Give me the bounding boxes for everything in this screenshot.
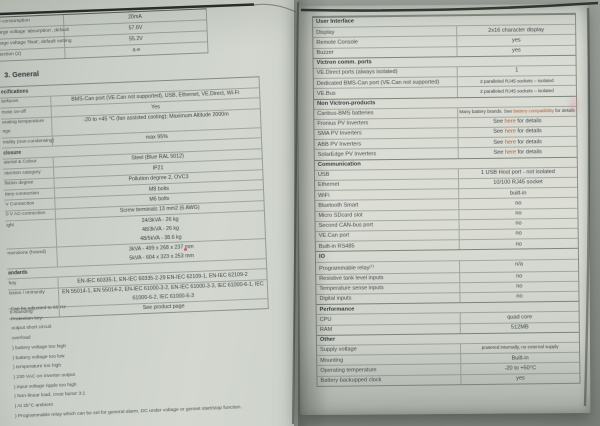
row-value: Built-in (460, 352, 580, 364)
row-value: -20 to +50°C (460, 363, 580, 374)
row-value: built-in (458, 187, 578, 199)
row-label: Supply voltage (320, 346, 357, 354)
row-value-text: See (493, 129, 505, 136)
row-label: RAM (319, 326, 333, 333)
row-label: Buzzer (316, 49, 334, 56)
row-value: See here for details (457, 116, 577, 128)
row-label: Micro SDcard slot (318, 212, 363, 219)
row-label: Dedicated BMS-Can port (VE.Can not suppo… (316, 78, 440, 87)
hyperlink-text: here (504, 139, 517, 146)
row-value: 2 paralleled RJ45 sockets – isolated (456, 86, 576, 97)
row-label: USB (317, 172, 330, 179)
general-table: ecifications terfaces BMS-Can port (VE.Can… (0, 76, 269, 320)
row-value: no (459, 281, 579, 293)
row-value-text: for details (516, 149, 542, 156)
row-label: Display (316, 29, 335, 36)
row-label: tection (2) (0, 52, 22, 59)
row-value-text: See (493, 139, 505, 146)
row-label: Digital inputs (319, 295, 352, 303)
row-label: Remote Console (316, 39, 359, 46)
row-value: no (459, 291, 579, 303)
row-value: 512MB (459, 322, 579, 334)
row-value-text: for details (515, 138, 542, 146)
row-label: VE.Can port (318, 232, 350, 240)
row-value: no (459, 271, 579, 283)
row-value: 10/100 RJ45 socket (458, 177, 578, 189)
row-value: quad core (459, 312, 579, 323)
general-section-heading: 3. General (4, 69, 40, 80)
row-value: 2x16 character display (456, 24, 576, 36)
row-label: Ethernet (318, 182, 340, 189)
hyperlink-text: here (504, 149, 517, 156)
row-value-text: for details (515, 118, 542, 125)
row-label: Bluetooth Smart (318, 202, 359, 209)
row-label: CPU (319, 316, 332, 323)
row-value: See here for details (457, 137, 577, 148)
row-label: Mounting (320, 357, 344, 364)
spec-table: User Interface Display 2x16 character disp… (312, 12, 581, 387)
row-value: See here for details (457, 147, 577, 158)
row-value: Many battery brands. See battery compati… (457, 106, 577, 118)
row-label: Programmable relay(7) (319, 264, 374, 272)
row-label: Fronius PV Inverters (317, 120, 369, 128)
row-label: ABB PV Inverters (317, 141, 362, 148)
row-value: no (458, 238, 578, 250)
row-label: SMA PV Inverters (317, 130, 362, 138)
charger-table: lf-consumption 20mA arge voltage 'absorpti… (0, 8, 209, 63)
row-value: yes (460, 373, 580, 384)
row-value: See here for details (457, 126, 577, 138)
row-label: WiFi (318, 192, 330, 199)
row-value: 1 USB Host port - not isolated (457, 167, 577, 179)
row-value-text: for details (553, 107, 576, 114)
row-value: no (458, 208, 578, 219)
row-value: no (458, 198, 578, 209)
row-label: Resistive tank level inputs (319, 275, 384, 283)
row-value: n/a (459, 259, 579, 272)
row-label: Temperature sense inputs (319, 285, 384, 293)
row-label-superscript: (7) (369, 264, 374, 269)
hyperlink-text: battery compatibility (513, 108, 554, 114)
row-label-line: mensions (hxwxd) (7, 249, 47, 257)
row-label: VE.Bus (316, 90, 336, 97)
footnotes: Can be adjusted to 60 Hz Protection key: o… (10, 296, 254, 422)
row-label-line: ission / Immunity (8, 290, 45, 297)
row-label: Second CAN-bus port (318, 222, 374, 230)
right-page-content: User Interface Display 2x16 character disp… (312, 12, 581, 387)
row-label: erating temperature nge (1, 117, 52, 137)
row-label: Built-in RS485 (318, 243, 355, 250)
row-label-line: ight (6, 222, 15, 229)
row-label: ight (5, 220, 56, 249)
row-value: yes (456, 35, 576, 46)
left-page (0, 0, 298, 426)
row-label: Canbus-BMS batteries (317, 110, 374, 118)
row-value-text: Many battery brands. See (459, 108, 514, 115)
red-pen-mark (184, 248, 187, 251)
row-value: powered internally, no external supply (460, 342, 580, 354)
row-value-text: See (493, 118, 505, 126)
row-label: SolarEdge PV Inverters (317, 151, 377, 158)
row-value: 1 (456, 65, 576, 77)
hyperlink-text: here (504, 118, 516, 125)
row-label: Operating temperature (320, 367, 377, 374)
row-value: yes (456, 45, 576, 56)
row-value-text: for details (515, 128, 542, 135)
row-label: VE.Direct ports (always isolated) (316, 69, 398, 77)
row-value: 2 paralleled RJ45 sockets – isolated (456, 75, 576, 87)
hyperlink-text: here (504, 128, 516, 136)
row-value: no (458, 218, 578, 230)
row-value: no (458, 228, 578, 240)
row-label: mensions (hxwxd) (6, 248, 57, 268)
row-label: Battery backupped clock (320, 377, 382, 384)
row-value-text: See (493, 149, 505, 156)
